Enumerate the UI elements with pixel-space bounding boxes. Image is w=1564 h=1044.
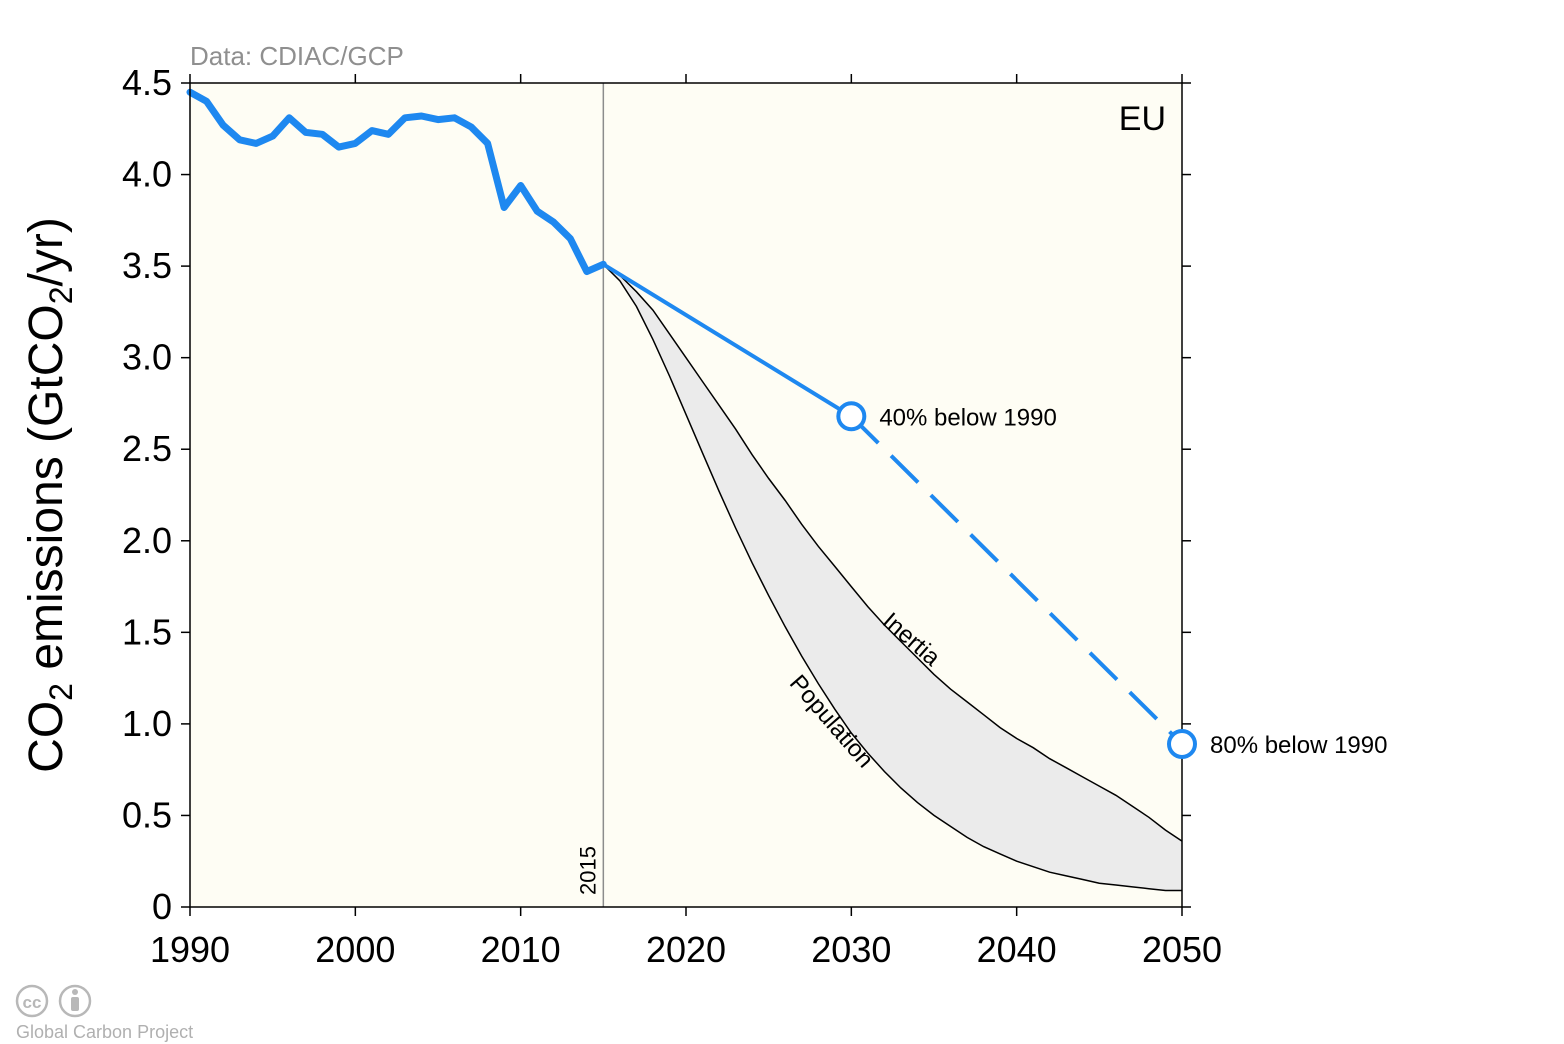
pledge-line-2030 — [602, 262, 853, 419]
x-tick-label: 2010 — [481, 929, 561, 970]
cc-glyph: cc — [23, 993, 42, 1012]
ylabel-suffix: /yr) — [20, 217, 73, 286]
population-line — [602, 263, 1182, 892]
target-label: 80% below 1990 — [1210, 732, 1387, 759]
x-tick-label: 2000 — [315, 929, 395, 970]
source-note: Data: CDIAC/GCP — [190, 41, 404, 71]
target-marker — [836, 401, 867, 432]
y-tick-label: 4.0 — [122, 154, 172, 195]
y-tick-label: 2.5 — [122, 428, 172, 469]
target-label: 40% below 1990 — [879, 404, 1056, 431]
x-tick-label: 2050 — [1142, 929, 1222, 970]
inertia-line — [602, 263, 1183, 842]
x-tick-label: 2030 — [811, 929, 891, 970]
y-tick-label: 1.0 — [122, 703, 172, 744]
x-tick-label: 2020 — [646, 929, 726, 970]
ylabel-mid: emissions (GtCO — [20, 304, 73, 683]
y-axis-title: CO2 emissions (GtCO2/yr) — [20, 217, 79, 773]
y-tick-label: 3.0 — [122, 337, 172, 378]
x-tick-label: 2040 — [977, 929, 1057, 970]
y-tick-label: 2.0 — [122, 520, 172, 561]
y-tick-label: 0 — [152, 886, 172, 927]
historical-emissions-line — [186, 88, 607, 276]
ylabel-sub1: 2 — [43, 683, 79, 701]
scenario-band — [603, 264, 1182, 891]
y-tick-label: 4.5 — [122, 62, 172, 103]
cc-license-icon: cc — [15, 984, 49, 1018]
footer-org: Global Carbon Project — [16, 1022, 193, 1042]
y-tick-label: 3.5 — [122, 245, 172, 286]
x-tick-label: 1990 — [150, 929, 230, 970]
region-label: EU — [1119, 100, 1166, 138]
y-tick-label: 1.5 — [122, 611, 172, 652]
target-marker — [1167, 729, 1197, 760]
pledge-line-2050-dashed — [849, 414, 1184, 746]
reference-year-label: 2015 — [575, 846, 600, 895]
attribution-person-icon — [58, 984, 92, 1018]
ylabel-prefix: CO — [20, 701, 73, 773]
y-tick-label: 0.5 — [122, 794, 172, 835]
ylabel-sub2: 2 — [43, 286, 79, 304]
